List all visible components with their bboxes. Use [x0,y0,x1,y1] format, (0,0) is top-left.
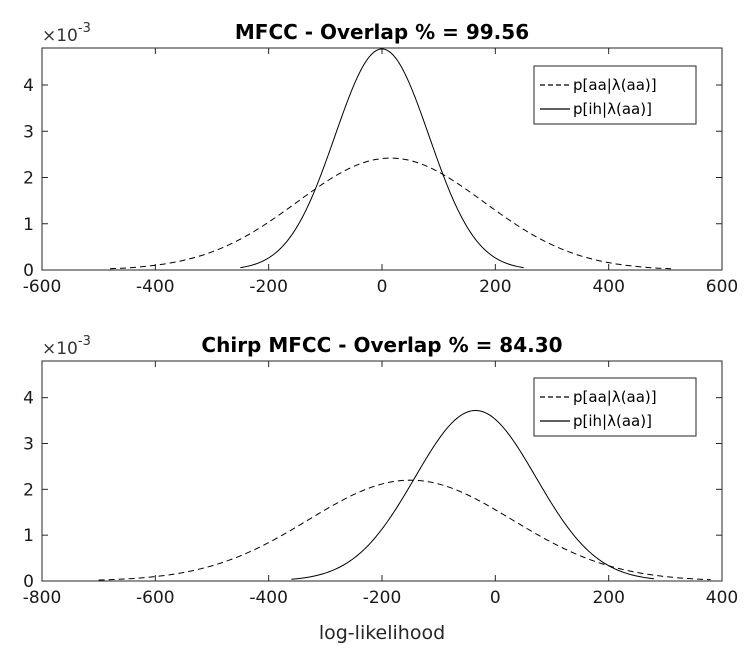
panel-chirp-mfcc-y-tick-label: 3 [23,435,34,455]
panel-mfcc-y-tick-label: 3 [23,122,34,142]
panel-chirp-mfcc-y-tick-label: 1 [23,526,34,546]
panel-chirp-mfcc-legend: p[aa|λ(aa)] p[ih|λ(aa)] [533,377,697,437]
panel-chirp-mfcc-y-exponent: ×10-3 [42,334,91,359]
panel-mfcc-y-tick-label: 0 [23,261,34,281]
panel-mfcc-y-tick-label: 2 [23,169,34,189]
panel-chirp-mfcc-x-tick-label: 400 [706,588,738,608]
panel-mfcc-legend: p[aa|λ(aa)] p[ih|λ(aa)] [533,65,697,125]
panel-mfcc-legend-label-ih: p[ih|λ(aa)] [573,100,652,118]
x-axis-label: log-likelihood [319,622,445,644]
panel-mfcc-x-tick-label: -400 [136,277,175,297]
panel-mfcc-series-aa-line [109,157,672,270]
panel-mfcc-plot-area: -600 -400 -200 0 200 400 600 0 1 2 3 4 [23,47,738,297]
panel-chirp-mfcc-x-tick-label: -800 [23,588,62,608]
panel-mfcc-x-tick-label: -600 [23,277,62,297]
panel-mfcc-x-tick-label: -200 [249,277,288,297]
panel-mfcc-x-tick-label: 200 [479,277,511,297]
panel-mfcc-x-tick-label: 600 [706,277,738,297]
panel-mfcc-legend-label-aa: p[aa|λ(aa)] [573,76,657,94]
panel-mfcc: MFCC - Overlap % = 99.56 ×10-3 -600 -400-… [23,20,739,297]
panel-chirp-mfcc-legend-label-aa: p[aa|λ(aa)] [573,388,657,406]
panel-mfcc-y-tick-label: 4 [23,76,34,96]
panel-chirp-mfcc-legend-label-ih: p[ih|λ(aa)] [573,412,652,430]
panel-mfcc-x-tick-label: 0 [377,277,388,297]
panel-chirp-mfcc-y-tick-label: 2 [23,480,34,500]
panel-mfcc-legend-box [533,65,697,125]
panel-chirp-mfcc-x-tick-label: 0 [490,588,501,608]
panel-mfcc-title: MFCC - Overlap % = 99.56 [235,20,529,44]
panel-chirp-mfcc: Chirp MFCC - Overlap % = 84.30 ×10-3 -80… [23,333,739,644]
panel-chirp-mfcc-series-ih-line [291,409,655,580]
panel-chirp-mfcc-plot-area: -800 -600 -400 -200 0 200 400 0 1 2 3 4 [23,360,738,608]
panel-chirp-mfcc-x-tick-label: -200 [363,588,402,608]
panel-chirp-mfcc-x-tick-label: -400 [249,588,288,608]
panel-mfcc-y-exponent: ×10-3 [42,21,91,46]
panel-chirp-mfcc-x-tick-label: -600 [136,588,175,608]
panel-chirp-mfcc-legend-box [533,377,697,437]
panel-mfcc-x-tick-label: 400 [592,277,624,297]
panel-chirp-mfcc-y-tick-label: 4 [23,389,34,409]
panel-chirp-mfcc-title: Chirp MFCC - Overlap % = 84.30 [201,333,562,357]
panel-mfcc-y-tick-label: 1 [23,215,34,235]
panel-chirp-mfcc-y-tick-label: 0 [23,572,34,592]
panel-chirp-mfcc-x-tick-label: 200 [592,588,624,608]
panel-mfcc-series-ih-line [240,48,524,269]
